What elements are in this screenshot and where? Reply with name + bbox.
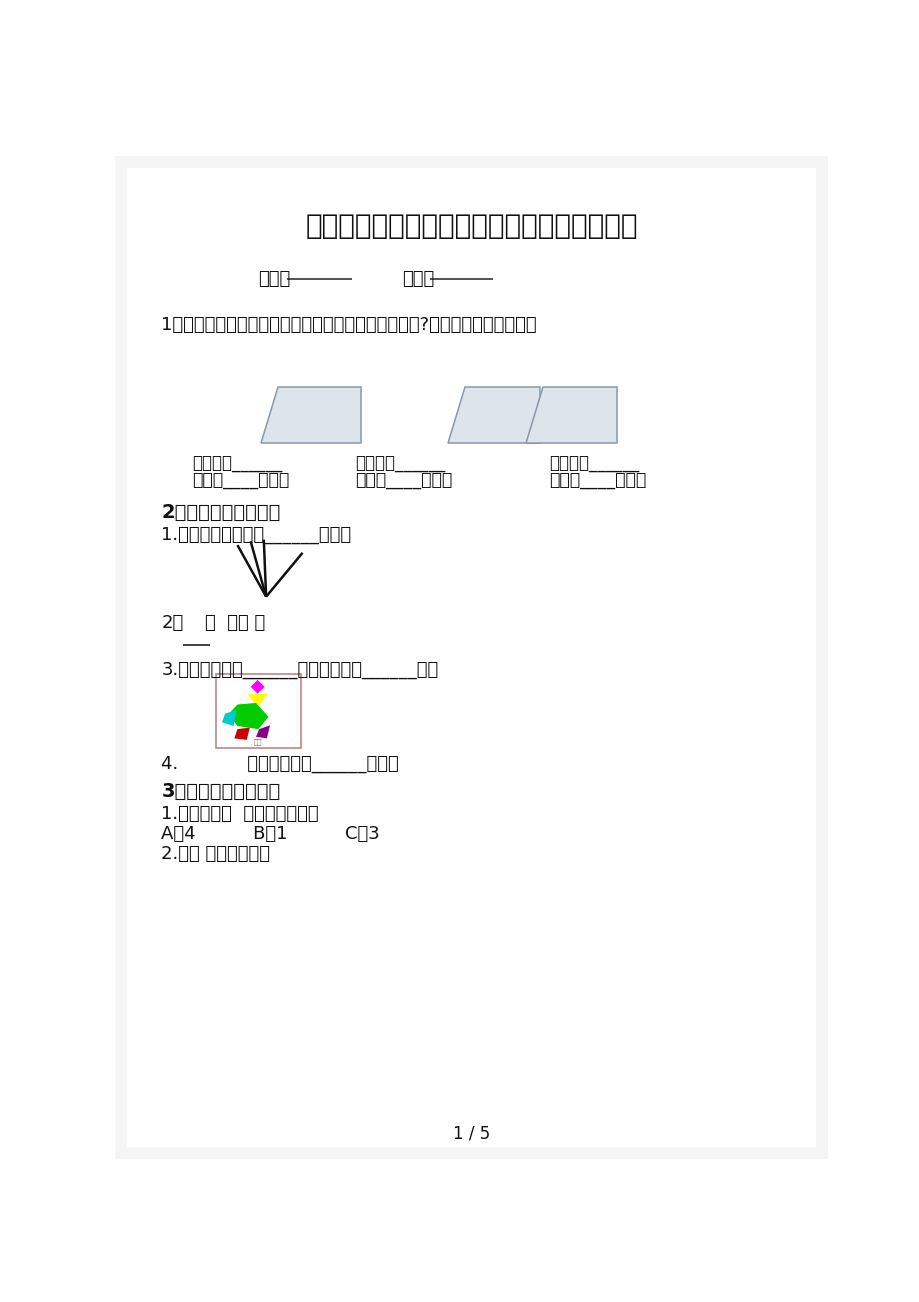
Text: 2．想一想，填一填。: 2．想一想，填一填。 <box>162 503 280 522</box>
Text: 还剩（____）个角: 还剩（____）个角 <box>355 471 452 490</box>
Text: 1 / 5: 1 / 5 <box>452 1125 490 1143</box>
Text: 1．在下面的图形中，如果剪去一个角，还剩下几个角?先画一画，再填一填。: 1．在下面的图形中，如果剪去一个角，还剩下几个角?先画一画，再填一填。 <box>162 316 537 335</box>
Text: 还剩（____）个角: 还剩（____）个角 <box>192 471 289 490</box>
Text: 二年级北京版数学下学期几何图形专项过关题: 二年级北京版数学下学期几何图形专项过关题 <box>305 212 637 240</box>
Text: 3．想一想，选一选。: 3．想一想，选一选。 <box>162 781 280 801</box>
Text: 3.黑板的角都是______角，它是一个______形。: 3.黑板的角都是______角，它是一个______形。 <box>162 660 438 678</box>
Polygon shape <box>448 387 539 443</box>
Text: 走路: 走路 <box>253 738 262 745</box>
Polygon shape <box>525 387 617 443</box>
Bar <box>216 673 301 747</box>
Text: 1.角的大小与两条边______有关。: 1.角的大小与两条边______有关。 <box>162 526 351 544</box>
Text: 画一画：______: 画一画：______ <box>549 454 639 473</box>
Polygon shape <box>234 728 250 740</box>
Text: （  ）个 角: （ ）个 角 <box>205 615 265 633</box>
Polygon shape <box>250 680 265 694</box>
Text: 还剩（____）个角: 还剩（____）个角 <box>549 471 645 490</box>
Polygon shape <box>255 725 269 738</box>
Polygon shape <box>247 694 267 707</box>
Polygon shape <box>221 710 236 727</box>
Polygon shape <box>260 387 361 443</box>
Text: 画一画：______: 画一画：______ <box>192 454 282 473</box>
Text: A．4          B．1          C．3: A．4 B．1 C．3 <box>162 824 380 842</box>
Polygon shape <box>229 703 268 729</box>
Text: 2.有（ ）个正方形。: 2.有（ ）个正方形。 <box>162 845 270 863</box>
Text: 姓名：: 姓名： <box>402 271 434 288</box>
Text: 2。: 2。 <box>162 615 184 633</box>
Text: 1.正方形的（  ）条边是相等的: 1.正方形的（ ）条边是相等的 <box>162 805 319 823</box>
Text: 班级：: 班级： <box>258 271 290 288</box>
Text: 4.            你能从中找到______图形。: 4. 你能从中找到______图形。 <box>162 755 399 773</box>
Text: 画一画：______: 画一画：______ <box>355 454 445 473</box>
